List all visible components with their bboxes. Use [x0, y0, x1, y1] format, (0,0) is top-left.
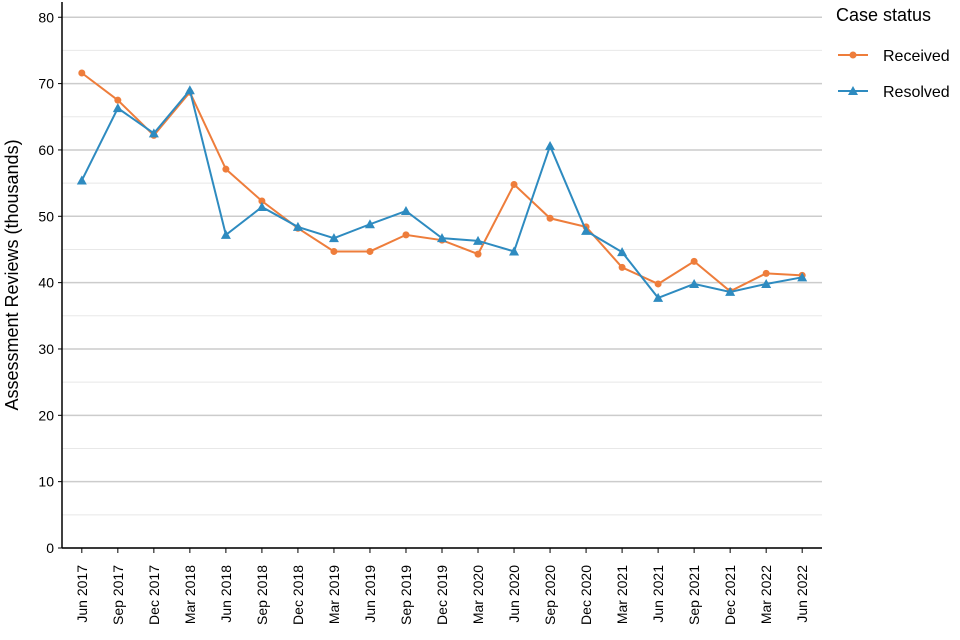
- y-tick-label: 60: [38, 142, 54, 158]
- x-tick-label: Jun 2022: [794, 565, 810, 623]
- legend-marker: [849, 51, 857, 59]
- x-tick-label: Mar 2018: [182, 565, 198, 624]
- x-tick-label: Mar 2020: [470, 565, 486, 624]
- x-tick-label: Dec 2020: [578, 565, 594, 625]
- data-point: [78, 69, 86, 77]
- data-point: [220, 229, 231, 239]
- data-point: [184, 85, 195, 95]
- data-point: [258, 197, 266, 205]
- y-tick-label: 0: [46, 540, 54, 556]
- legend-title: Case status: [836, 5, 931, 25]
- data-point: [581, 225, 592, 235]
- data-point: [114, 96, 122, 104]
- x-tick-label: Sep 2017: [110, 565, 126, 625]
- x-tick-label: Jun 2018: [218, 565, 234, 623]
- x-tick-label: Jun 2020: [506, 565, 522, 623]
- data-point: [546, 214, 554, 222]
- x-tick-label: Jun 2019: [362, 565, 378, 623]
- x-tick-label: Jun 2017: [74, 565, 90, 623]
- data-point: [510, 180, 518, 188]
- data-point: [402, 231, 410, 239]
- x-tick-label: Mar 2021: [614, 565, 630, 624]
- data-point: [473, 235, 484, 245]
- data-point: [364, 219, 375, 229]
- data-point: [509, 246, 520, 256]
- x-tick-label: Mar 2022: [758, 565, 774, 624]
- y-tick-label: 30: [38, 341, 54, 357]
- data-point: [76, 175, 87, 185]
- x-tick-label: Sep 2020: [542, 565, 558, 625]
- legend-label: Received: [883, 48, 950, 65]
- legend-label: Resolved: [883, 84, 950, 101]
- data-point: [690, 257, 698, 265]
- x-tick-label: Dec 2021: [722, 565, 738, 625]
- data-point: [148, 128, 159, 138]
- y-tick-label: 70: [38, 76, 54, 92]
- data-point: [112, 103, 123, 113]
- series-line: [80, 88, 803, 300]
- data-point: [797, 272, 808, 282]
- data-point: [330, 247, 338, 255]
- x-tick-label: Sep 2019: [398, 565, 414, 625]
- data-point: [617, 247, 628, 257]
- y-tick-label: 80: [38, 9, 54, 25]
- data-point: [292, 221, 303, 231]
- data-point: [618, 263, 626, 271]
- y-tick-label: 40: [38, 275, 54, 291]
- data-point: [474, 250, 482, 258]
- data-point: [328, 233, 339, 243]
- data-point: [653, 292, 664, 302]
- y-axis-label: Assessment Reviews (thousands): [2, 139, 22, 410]
- data-point: [366, 247, 374, 255]
- x-tick-label: Sep 2018: [254, 565, 270, 625]
- x-tick-label: Mar 2019: [326, 565, 342, 624]
- y-tick-label: 20: [38, 407, 54, 423]
- x-tick-label: Dec 2019: [434, 565, 450, 625]
- data-point: [256, 201, 267, 211]
- data-point: [437, 233, 447, 243]
- data-point: [654, 280, 662, 288]
- x-tick-label: Dec 2017: [146, 565, 162, 625]
- y-tick-label: 10: [38, 474, 54, 490]
- data-point: [222, 165, 230, 173]
- x-tick-label: Dec 2018: [290, 565, 306, 625]
- data-point: [725, 286, 736, 296]
- data-point: [761, 278, 772, 288]
- x-tick-label: Jun 2021: [650, 565, 666, 623]
- data-point: [545, 140, 556, 150]
- y-tick-label: 50: [38, 208, 54, 224]
- legend-marker: [848, 86, 858, 95]
- x-tick-label: Sep 2021: [686, 565, 702, 625]
- data-point: [400, 205, 411, 215]
- data-point: [689, 278, 700, 288]
- data-point: [762, 269, 770, 277]
